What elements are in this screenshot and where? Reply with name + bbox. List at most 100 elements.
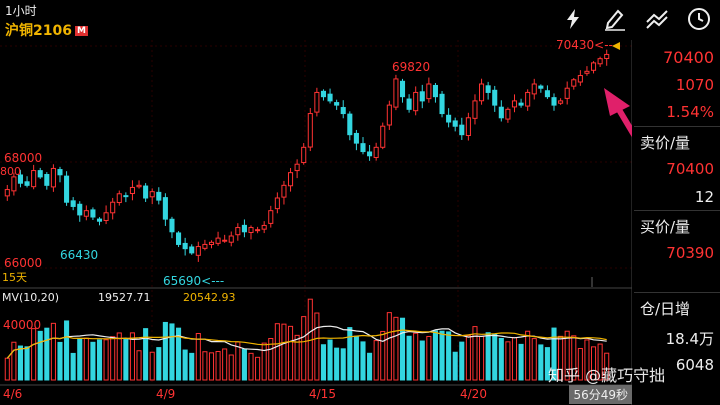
flash-icon[interactable]: [560, 6, 586, 32]
candle: [604, 49, 610, 66]
volume-bar: [459, 341, 465, 381]
candle: [202, 239, 208, 251]
candle: [136, 180, 142, 189]
volume-bar: [334, 347, 340, 381]
candle: [11, 172, 17, 196]
candle: [386, 100, 392, 130]
volume-bar: [413, 332, 419, 381]
candle: [551, 93, 557, 111]
volume-bar: [367, 352, 373, 381]
volume-bar: [208, 352, 215, 381]
volume-bar: [492, 333, 498, 381]
candle: [64, 171, 70, 206]
volume-bar: [149, 351, 155, 381]
candle: [110, 197, 116, 220]
volume-bar: [301, 316, 307, 381]
candle: [419, 84, 425, 109]
candle: [195, 241, 201, 262]
candle: [294, 159, 300, 179]
candle: [4, 184, 10, 201]
candle: [439, 90, 445, 118]
volume-bar: [584, 339, 590, 381]
volume-bar: [24, 346, 30, 381]
candle: [77, 201, 83, 222]
timeframe-label[interactable]: 1小时: [5, 4, 37, 18]
candle: [248, 225, 254, 240]
volume-bar: [340, 348, 346, 381]
candle: [44, 172, 50, 190]
volume-bar: [373, 340, 379, 381]
candle: [169, 216, 175, 239]
volume-bar: [419, 340, 425, 381]
volume-bar: [110, 336, 116, 381]
price-tick-partial: 800: [0, 165, 21, 178]
volume-bar: [241, 348, 247, 381]
candle: [373, 142, 379, 161]
volume-bar: [281, 323, 287, 381]
candle: [57, 166, 63, 183]
date-tick-2: 4/15: [309, 387, 336, 401]
volume-bar: [320, 344, 327, 381]
volume-bar: [485, 332, 491, 381]
volume-bar: [558, 335, 564, 381]
candle: [162, 193, 168, 226]
volume-bar: [472, 326, 478, 381]
candle: [544, 85, 550, 99]
candle: [426, 77, 432, 103]
volume-bar: [83, 337, 89, 381]
candle: [485, 81, 491, 100]
volume-bar: [169, 323, 175, 381]
volume-bar: [452, 351, 458, 381]
candle: [261, 221, 267, 234]
candle: [465, 112, 471, 141]
volume-bar: [44, 327, 50, 381]
volume-bar: [255, 356, 261, 381]
candle: [307, 108, 313, 152]
candle: [558, 98, 564, 105]
volume-bar: [406, 335, 412, 381]
volume-bar: [294, 334, 300, 381]
volume-bar: [538, 344, 544, 381]
volume-bar: [551, 327, 557, 381]
candle: [24, 176, 30, 188]
candle: [287, 168, 294, 192]
candle: [347, 111, 353, 141]
volume-bar: [353, 335, 359, 381]
volume-bar: [136, 350, 142, 381]
ask-price: 70400: [666, 160, 714, 178]
low-annotation-1: 66430: [60, 248, 98, 262]
candle: [70, 197, 76, 211]
volume-bar: [11, 341, 17, 381]
low-annotation-2: 65690<---: [163, 274, 224, 288]
candle: [208, 240, 215, 249]
candle: [314, 87, 320, 117]
draw-pen-icon[interactable]: [602, 6, 628, 32]
volume-bar: [544, 347, 550, 381]
candle: [17, 169, 24, 188]
candle: [90, 207, 96, 221]
volume-mv10-value: 19527.71: [98, 291, 151, 304]
candle: [413, 86, 419, 116]
candle: [472, 94, 478, 125]
price-change-pct: 1.54%: [666, 103, 714, 121]
indicator-lines-icon[interactable]: [644, 6, 670, 32]
volume-bar: [182, 349, 188, 381]
volume-indicator-title[interactable]: MV(10,20): [2, 291, 59, 304]
chart-grid: [0, 40, 632, 405]
candle: [564, 81, 570, 105]
candle: [241, 219, 247, 238]
candle: [399, 78, 406, 103]
candle: [149, 188, 155, 205]
kline-chart[interactable]: 68000 800 66000 69820 66430 65690<--- 70…: [0, 40, 632, 405]
volume-bar: [518, 343, 524, 381]
volume-bar: [261, 342, 267, 381]
volume-bar: [143, 328, 149, 381]
candle: [255, 226, 261, 234]
candle: [123, 192, 129, 203]
clock-icon[interactable]: [686, 6, 712, 32]
volume-bar: [123, 338, 129, 381]
candle: [96, 217, 103, 226]
symbol-label[interactable]: 沪铜2106 M: [5, 20, 88, 40]
open-interest-value: 18.4万: [665, 330, 714, 348]
quote-side-panel: 70400 1070 1.54% 卖价/量 70400 12 买价/量 7039…: [634, 40, 720, 405]
